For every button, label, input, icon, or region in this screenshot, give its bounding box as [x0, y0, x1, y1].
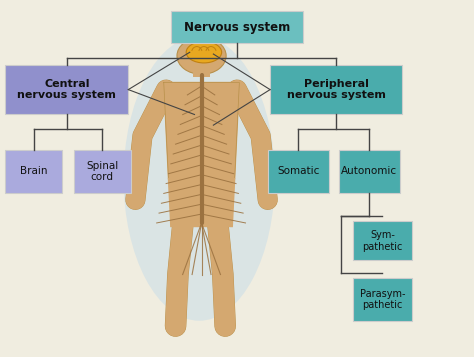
Ellipse shape — [124, 36, 275, 321]
Text: Sym-
pathetic: Sym- pathetic — [362, 230, 402, 252]
FancyBboxPatch shape — [353, 221, 412, 260]
Text: Brain: Brain — [20, 166, 47, 176]
FancyBboxPatch shape — [338, 150, 400, 193]
FancyBboxPatch shape — [5, 65, 128, 115]
FancyBboxPatch shape — [268, 150, 329, 193]
Polygon shape — [168, 178, 235, 226]
Polygon shape — [164, 82, 239, 178]
Text: Autonomic: Autonomic — [341, 166, 397, 176]
Text: Central
nervous system: Central nervous system — [18, 79, 116, 100]
Text: Peripheral
nervous system: Peripheral nervous system — [287, 79, 386, 100]
Ellipse shape — [186, 41, 222, 63]
FancyBboxPatch shape — [74, 150, 131, 193]
FancyBboxPatch shape — [171, 11, 303, 43]
Circle shape — [177, 37, 226, 74]
Text: Parasym-
pathetic: Parasym- pathetic — [360, 288, 405, 310]
FancyBboxPatch shape — [353, 278, 412, 321]
Text: Spinal
cord: Spinal cord — [86, 161, 118, 182]
FancyBboxPatch shape — [270, 65, 402, 115]
FancyBboxPatch shape — [193, 61, 210, 77]
Text: Somatic: Somatic — [277, 166, 319, 176]
Text: Nervous system: Nervous system — [184, 21, 290, 34]
FancyBboxPatch shape — [5, 150, 62, 193]
